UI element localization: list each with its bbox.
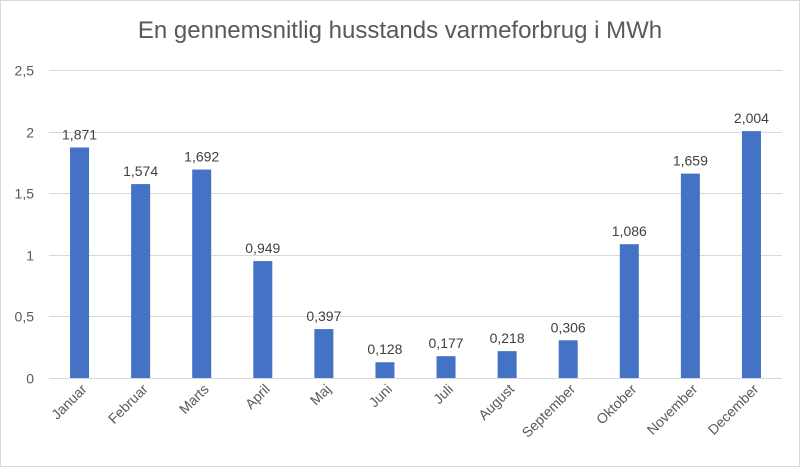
x-category-label: November [644,381,701,438]
bar-juli [436,356,456,378]
chart-title: En gennemsnitlig husstands varmeforbrug … [137,17,663,44]
y-tick-label: 1 [26,248,34,264]
x-category-label: December [705,381,762,438]
y-tick-label: 0 [26,371,34,387]
data-label: 1,574 [123,163,158,179]
data-label: 0,949 [245,240,280,256]
data-label: 1,659 [673,153,708,169]
x-category-label: Oktober [593,381,640,428]
y-axis-ticks: 0 0,5 1 1,5 2 2,5 [15,63,35,387]
x-category-label: Juni [366,381,395,410]
data-label: 0,218 [490,330,525,346]
data-label: 0,128 [367,341,402,357]
x-category-label: April [242,381,273,412]
bar-februar [131,184,151,378]
bar-august [497,351,517,378]
data-label: 1,086 [612,223,647,239]
y-tick-label: 0,5 [15,309,35,325]
bar-juni [375,362,395,378]
bar-maj [314,329,334,378]
data-label: 2,004 [734,110,769,126]
bar-november [680,173,700,378]
bar-april [253,261,273,378]
bars [70,131,761,378]
y-tick-label: 2,5 [15,63,35,79]
data-label: 0,397 [306,308,341,324]
data-label: 0,177 [429,335,464,351]
bar-marts [192,169,212,378]
data-label: 1,871 [62,126,97,142]
data-label: 0,306 [551,319,586,335]
x-category-label: Februar [105,381,151,427]
data-label: 1,692 [184,149,219,165]
x-category-label: Januar [48,381,90,423]
x-category-label: Maj [307,381,334,408]
gridlines [49,70,782,379]
y-tick-label: 1,5 [15,186,35,202]
bar-januar [70,147,90,378]
x-category-label: Marts [176,381,212,417]
x-category-label: August [475,381,517,423]
bar-september [558,340,578,378]
x-axis-categories: Januar Februar Marts April Maj Juni Juli August… [48,381,762,441]
data-labels: 1,871 1,574 1,692 0,949 0,397 0,128 0,177 0,218… [62,110,769,357]
x-category-label: September [519,381,579,441]
y-tick-label: 2 [26,125,34,141]
x-category-label: Juli [430,381,456,407]
bar-oktober [619,244,639,378]
bar-december [741,131,761,378]
